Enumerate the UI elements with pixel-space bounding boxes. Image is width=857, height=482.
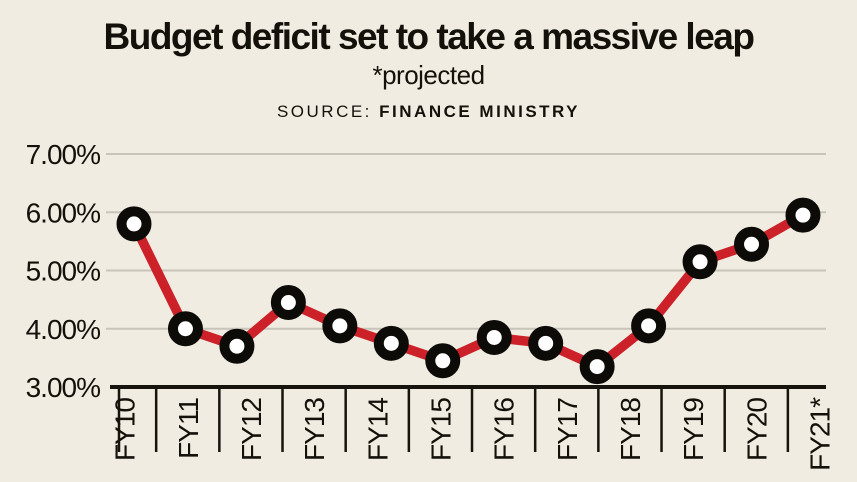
data-point-marker [682,244,718,280]
data-point-marker [116,206,152,242]
data-point-marker [270,285,306,321]
y-tick-label: 4.00% [26,314,100,345]
data-point-marker [476,319,512,355]
x-tick-label: FY20 [741,398,772,461]
data-point-marker [373,325,409,361]
x-tick-label: FY13 [299,398,330,461]
y-tick-label: 5.00% [26,256,100,287]
chart-subtitle: *projected [372,60,485,90]
chart-title: Budget deficit set to take a massive lea… [103,16,755,57]
y-axis-labels: 3.00% 4.00% 5.00% 6.00% 7.00% [26,139,101,403]
data-point-marker [528,325,564,361]
gridlines [106,153,826,330]
x-axis-labels: FY10 FY11 FY12 FY13 FY14 FY15 FY16 FY17 FY18 FY19… [110,397,836,471]
deficit-series [116,197,821,385]
source-value: FINANCE MINISTRY [379,102,581,121]
data-point-marker [734,226,770,262]
data-point-marker [167,311,203,347]
y-tick-label: 3.00% [26,372,100,403]
x-tick-label: FY21* [804,397,835,471]
data-point-marker [322,308,358,344]
data-point-marker [785,197,821,233]
x-axis [110,385,826,452]
x-tick-label: FY17 [552,398,583,461]
y-tick-label: 6.00% [26,197,100,228]
chart-source: SOURCE: FINANCE MINISTRY [0,102,857,122]
source-label: SOURCE: [276,102,372,121]
x-tick-label: FY16 [489,398,520,461]
data-point-marker [579,349,615,385]
data-point-marker [425,343,461,379]
x-tick-label: FY10 [110,398,141,461]
x-tick-label: FY19 [678,398,709,461]
x-tick-label: FY14 [362,398,393,461]
y-tick-label: 7.00% [26,139,100,170]
x-tick-label: FY11 [173,398,204,459]
x-tick-label: FY18 [615,398,646,461]
data-point-marker [219,328,255,364]
x-tick-label: FY12 [236,398,267,461]
x-tick-label: FY15 [425,398,456,461]
data-point-marker [631,308,667,344]
